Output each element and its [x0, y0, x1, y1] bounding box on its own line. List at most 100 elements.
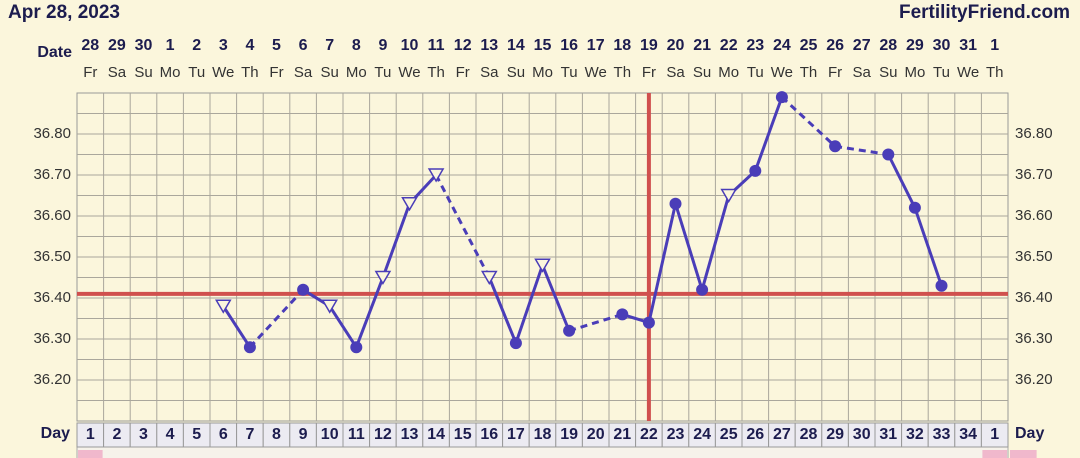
point [669, 197, 682, 210]
date-label: 13 [480, 37, 498, 54]
date-label: 28 [879, 37, 897, 54]
x-tick-label: 16 [480, 426, 498, 443]
x-tick-label: 28 [800, 426, 818, 443]
line-segment [568, 312, 623, 333]
weekday-label: Fr [642, 64, 656, 81]
date-label: 18 [613, 37, 631, 54]
line-segment [381, 203, 411, 279]
day-cell [635, 422, 663, 448]
y-tick-label-right: 36.50 [1015, 248, 1053, 265]
weekday-label: Su [693, 64, 711, 81]
x-tick-label: 5 [192, 426, 201, 443]
cm-cell [78, 450, 103, 458]
x-tick-label: 3 [139, 426, 148, 443]
day-cell [581, 422, 610, 448]
y-tick-label-right: 36.20 [1015, 371, 1053, 388]
line-segment [647, 203, 677, 323]
x-tick-label: 12 [374, 426, 392, 443]
date-label: 17 [587, 37, 605, 54]
y-tick-label: 36.50 [33, 248, 71, 265]
line-segment [780, 95, 837, 148]
open-marker [427, 168, 445, 183]
date-label: 22 [720, 37, 738, 54]
x-tick-label: 34 [959, 426, 977, 443]
weekday-label: Th [241, 64, 259, 81]
weekday-label: Fr [269, 64, 283, 81]
x-tick-label: 18 [534, 426, 552, 443]
chart-date: Apr 28, 2023 [8, 2, 120, 23]
day-row-label-right: Day [1015, 425, 1044, 442]
line-segment [541, 264, 571, 332]
y-tick-label-right: 36.60 [1015, 207, 1053, 224]
x-tick-label: 2 [112, 426, 121, 443]
open-marker [374, 270, 392, 285]
x-tick-label: 20 [587, 426, 605, 443]
day-cell [262, 422, 291, 448]
point [696, 283, 709, 296]
point [908, 201, 921, 214]
date-label: 25 [800, 37, 818, 54]
weekday-label: Th [986, 64, 1004, 81]
line-segment [354, 276, 385, 348]
line-segment [834, 144, 889, 156]
weekday-label: Tu [561, 64, 578, 81]
line-segment [328, 305, 358, 349]
date-label: 9 [378, 37, 387, 54]
line-segment [674, 203, 704, 291]
date-label: 21 [693, 37, 711, 54]
point [882, 148, 895, 161]
weekday-label: Th [800, 64, 818, 81]
weekday-label: Tu [747, 64, 764, 81]
weekday-label: We [771, 64, 793, 81]
date-label: 20 [667, 37, 685, 54]
x-tick-label: 11 [348, 426, 365, 443]
x-tick-label: 26 [746, 426, 764, 443]
weekday-label: We [585, 64, 607, 81]
x-tick-label: 23 [667, 426, 685, 443]
line-segment [248, 288, 305, 349]
date-label: 31 [959, 37, 977, 54]
line-segment [487, 276, 518, 344]
y-tick-label: 36.20 [33, 371, 71, 388]
weekday-label: Mo [532, 64, 553, 81]
weekday-label: Mo [346, 64, 367, 81]
x-tick-label: 31 [879, 426, 897, 443]
date-label: 26 [826, 37, 844, 54]
day-cell [954, 422, 982, 448]
y-tick-label: 36.40 [33, 289, 71, 306]
weekday-label: Tu [933, 64, 950, 81]
line-segment [222, 305, 252, 349]
date-label: 6 [299, 37, 308, 54]
x-tick-label: 4 [166, 426, 175, 443]
point [350, 341, 363, 354]
day-cell [76, 422, 105, 448]
open-marker [321, 299, 339, 314]
date-label: 28 [81, 37, 99, 54]
x-tick-label: 33 [933, 426, 951, 443]
day-cell [342, 422, 371, 448]
weekday-label: Sa [666, 64, 685, 81]
date-label: 5 [272, 37, 281, 54]
date-label: 30 [933, 37, 951, 54]
day-cell [821, 422, 849, 448]
x-tick-label: 25 [720, 426, 738, 443]
point [642, 316, 655, 329]
line-segment [913, 207, 943, 287]
x-tick-label: 21 [613, 426, 631, 443]
date-label: 4 [245, 37, 254, 54]
day-cell [315, 422, 344, 448]
date-label: 30 [135, 37, 153, 54]
weekday-label: Tu [188, 64, 205, 81]
y-tick-label: 36.30 [33, 330, 71, 347]
date-label: 23 [746, 37, 764, 54]
date-label: 16 [560, 37, 578, 54]
x-tick-label: 22 [640, 426, 658, 443]
site-name: FertilityFriend.com [899, 2, 1070, 23]
date-label: 14 [507, 37, 525, 54]
weekday-label: Fr [828, 64, 842, 81]
date-label: 27 [853, 37, 871, 54]
date-label: 12 [454, 37, 472, 54]
point [563, 324, 576, 337]
point [297, 283, 310, 296]
open-marker [214, 299, 232, 314]
